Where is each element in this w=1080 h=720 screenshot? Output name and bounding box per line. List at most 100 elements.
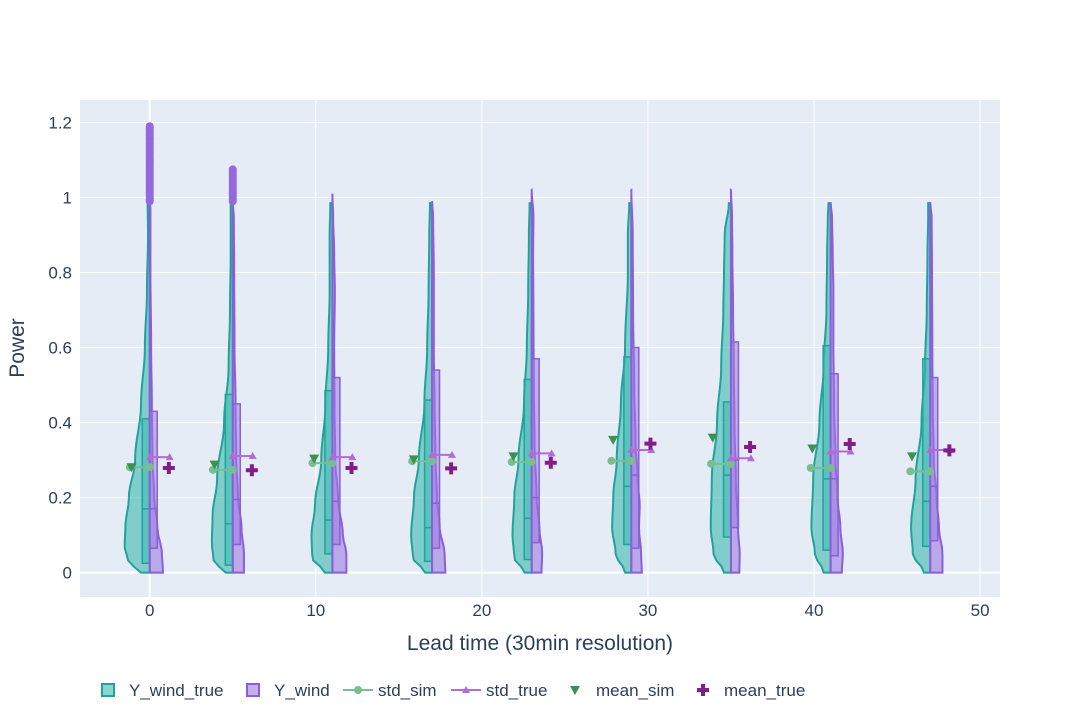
mean-sim-marker: [608, 435, 619, 445]
mean-sim-marker: [309, 454, 320, 464]
std-true-point: [328, 453, 337, 461]
y-tick-label: 0.2: [48, 489, 72, 508]
std-sim-point: [428, 457, 437, 466]
legend-item-std_sim[interactable]: std_sim: [343, 681, 437, 700]
mean-sim-marker: [209, 460, 220, 470]
legend-swatch: [462, 686, 470, 693]
box-true: [148, 410, 158, 549]
mean-true-marker: [245, 464, 258, 477]
mean-true-marker: [644, 437, 657, 450]
legend-item-Y_wind[interactable]: Y_wind: [246, 681, 330, 700]
std-sim-point: [627, 456, 636, 465]
legend-label: std_true: [486, 681, 547, 700]
box-sim: [523, 378, 533, 561]
legend-label: mean_sim: [596, 681, 674, 700]
std-true-point: [627, 445, 636, 453]
std-true-point: [746, 454, 755, 462]
y-tick-label: 0.6: [48, 339, 72, 358]
std-sim-point: [607, 456, 616, 465]
y-tick-label: 1: [63, 189, 72, 208]
mean-sim-marker: [126, 463, 137, 473]
std-sim-point: [906, 467, 915, 476]
box-sim: [722, 401, 732, 538]
mean-true-marker: [943, 444, 956, 457]
std-true-point: [926, 445, 935, 453]
std-true-point: [428, 450, 437, 458]
std-sim-point: [926, 467, 935, 476]
box-true: [530, 358, 540, 544]
std-sim-point: [228, 465, 237, 474]
std-sim-point: [826, 463, 835, 472]
std-sim-point: [145, 463, 154, 472]
outlier-point: [145, 122, 154, 131]
std-sim-point: [806, 463, 815, 472]
x-tick-labels: 0 10 20 30 40 50: [145, 601, 990, 620]
y-tick-label: 0.8: [48, 264, 72, 283]
x-tick-label: 30: [638, 601, 657, 620]
x-tick-label: 40: [805, 601, 824, 620]
std-sim-point: [726, 459, 735, 468]
legend-item-mean_true[interactable]: mean_true: [697, 681, 805, 700]
box-true: [232, 403, 242, 546]
mean-sim-marker: [807, 444, 818, 454]
std-true-point: [826, 447, 835, 455]
mean-true-marker: [162, 461, 175, 474]
legend-item-mean_sim[interactable]: mean_sim: [570, 681, 674, 700]
legend-item-Y_wind_true[interactable]: Y_wind_true: [101, 681, 224, 700]
legend-swatch: [697, 684, 709, 696]
mean-sim-marker: [906, 452, 917, 462]
std-sim-point: [527, 457, 536, 466]
outlier-point: [228, 165, 237, 174]
std-true-point: [726, 454, 735, 462]
mean-true-marker: [345, 461, 358, 474]
legend-label: std_sim: [378, 681, 437, 700]
x-tick-label: 50: [971, 601, 990, 620]
mean-true-marker: [744, 440, 757, 453]
y-tick-labels: 0 0.2 0.4 0.6 0.8 1 1.2: [48, 114, 72, 583]
mean-true-marker: [843, 437, 856, 450]
box-sim: [141, 418, 151, 564]
y-tick-label: 1.2: [48, 114, 72, 133]
box-true: [630, 346, 640, 549]
y-tick-label: 0.4: [48, 414, 72, 433]
x-tick-label: 20: [472, 601, 491, 620]
legend-swatch: [101, 683, 115, 697]
x-tick-label: 10: [306, 601, 325, 620]
mean-sim-marker: [408, 455, 419, 465]
mean-sim-marker: [707, 433, 718, 443]
x-tick-label: 0: [145, 601, 154, 620]
legend-label: Y_wind: [274, 681, 330, 700]
legend-label: mean_true: [724, 681, 805, 700]
std-true-point: [527, 449, 536, 457]
std-true-point: [348, 453, 357, 461]
y-axis-title: Power: [6, 318, 29, 378]
std-true-point: [228, 451, 237, 459]
std-true-point: [145, 453, 154, 461]
std-true-point: [165, 453, 174, 461]
legend: Y_wind_true Y_wind std_sim std_true mean_sim…: [101, 681, 805, 700]
box-true: [929, 376, 939, 542]
std-true-point: [846, 447, 855, 455]
legend-item-std_true[interactable]: std_true: [451, 681, 547, 700]
box-true: [730, 341, 740, 529]
std-sim-point: [707, 459, 716, 468]
mean-true-marker: [445, 462, 458, 475]
legend-label: Y_wind_true: [129, 681, 224, 700]
mean-true-marker: [544, 456, 557, 469]
legend-swatch: [354, 686, 362, 694]
violins: [123, 122, 944, 574]
mean-sim-marker: [508, 452, 519, 462]
box-sim: [423, 399, 433, 563]
box-sim: [224, 393, 234, 566]
markers: [125, 433, 956, 477]
std-sim-point: [328, 459, 337, 468]
legend-swatch: [246, 683, 260, 697]
std-true-point: [547, 449, 556, 457]
y-tick-label: 0: [63, 564, 72, 583]
box-sim: [324, 389, 334, 555]
box-sim: [822, 344, 832, 551]
std-true-point: [248, 451, 257, 459]
std-true-point: [447, 450, 456, 458]
x-axis-title: Lead time (30min resolution): [407, 632, 673, 655]
